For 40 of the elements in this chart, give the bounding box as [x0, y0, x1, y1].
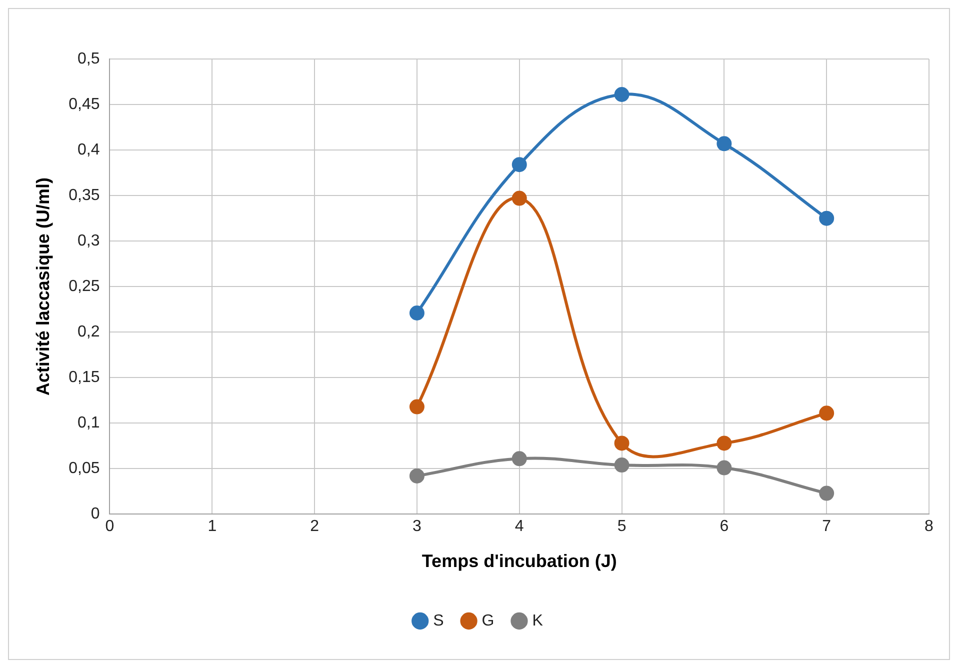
x-tick-label: 4: [514, 518, 524, 536]
x-tick-label: 2: [310, 518, 320, 536]
x-tick-label: 6: [720, 518, 729, 536]
y-tick-label: 0,45: [68, 96, 100, 113]
point: [409, 399, 424, 414]
point: [819, 406, 834, 421]
legend-label: G: [482, 612, 494, 630]
point: [614, 87, 630, 102]
y-tick-label: 0,05: [68, 460, 100, 478]
x-tick-label: 7: [822, 518, 832, 536]
y-tick-label: 0: [90, 506, 100, 523]
y-tick-label: 0,4: [77, 141, 100, 158]
point: [716, 136, 732, 152]
y-axis-title: Activité laccasique (U/ml): [32, 178, 53, 396]
point: [614, 436, 630, 451]
y-tick-label: 0,1: [77, 414, 100, 432]
legend-label: S: [433, 612, 444, 630]
legend-label: K: [532, 612, 544, 630]
point: [819, 486, 834, 501]
x-tick-label: 1: [208, 518, 217, 536]
y-tick-label: 0,5: [77, 50, 100, 68]
point: [409, 306, 424, 320]
point: [409, 468, 424, 484]
y-tick-label: 0,2: [77, 324, 100, 341]
x-tick-label: 8: [924, 518, 934, 536]
y-tick-label: 0,35: [68, 186, 100, 204]
x-tick-label: 0: [105, 518, 114, 536]
point: [614, 458, 630, 473]
point: [512, 157, 527, 172]
point: [512, 451, 527, 466]
y-tick-label: 0,15: [68, 369, 100, 386]
point: [716, 436, 732, 451]
y-tick-label: 0,25: [68, 278, 100, 296]
point: [512, 190, 527, 206]
y-tick-label: 0,3: [77, 232, 100, 250]
point: [819, 210, 834, 226]
x-tick-label: 5: [617, 518, 626, 536]
x-axis-title: Temps d'incubation (J): [422, 551, 617, 572]
point: [716, 460, 732, 476]
x-tick-label: 3: [412, 518, 422, 536]
